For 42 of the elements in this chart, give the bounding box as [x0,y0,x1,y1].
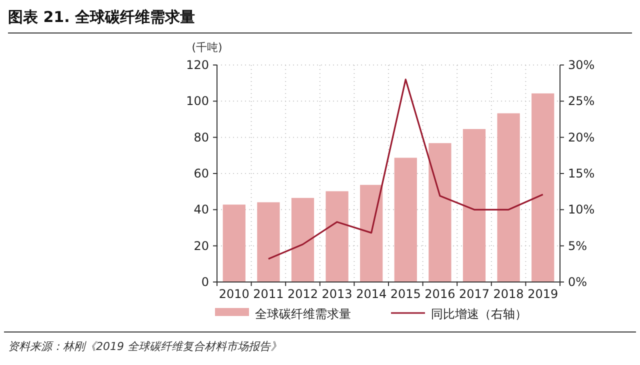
bar [326,191,348,282]
x-tick-label: 2019 [528,287,558,301]
x-tick-label: 2011 [253,287,284,301]
y2-tick-label: 10% [568,202,595,217]
y2-tick-label: 15% [568,166,595,180]
bar [257,202,280,282]
x-tick-label: 2015 [390,287,421,301]
y-tick-label: 60 [194,166,209,180]
y-tick-label: 20 [194,238,209,253]
bar [394,158,417,282]
y-axis-title: (千吨) [192,41,222,54]
y2-tick-label: 25% [568,94,595,108]
legend-label: 同比增速（右轴） [431,307,527,321]
bar [497,113,520,282]
bar [291,198,314,282]
y-tick-label: 120 [186,58,209,72]
x-tick-label: 2017 [458,287,490,301]
x-tick-label: 2014 [356,287,387,301]
line-series [268,78,544,260]
bar [532,93,554,282]
legend-item: 同比增速（右轴） [391,307,527,321]
y-tick-label: 80 [194,130,209,144]
bar [462,129,486,282]
chart-title: 图表 21. 全球碳纤维需求量 [8,8,196,26]
y2-tick-label: 5% [568,238,588,253]
x-tick-label: 2013 [322,287,352,301]
x-tick-label: 2012 [287,287,318,301]
legend-item: 全球碳纤维需求量 [215,307,351,321]
text: 资料来源：林刚《2019 全球碳纤维复合材料市场报告》 [8,340,282,353]
y2-tick-label: 20% [568,130,595,144]
y-tick-label: 0 [201,275,209,289]
x-tick-label: 2018 [493,287,524,301]
x-tick-label: 2016 [424,287,456,301]
bar [222,204,246,282]
y2-tick-label: 0% [568,275,588,289]
x-tick-label: 2010 [218,287,250,301]
bar [428,143,452,282]
y-tick-label: 100 [186,94,209,108]
y2-tick-label: 30% [568,58,595,72]
legend-label: 全球碳纤维需求量 [255,307,351,321]
bar [360,184,383,282]
y-tick-label: 40 [194,202,209,217]
